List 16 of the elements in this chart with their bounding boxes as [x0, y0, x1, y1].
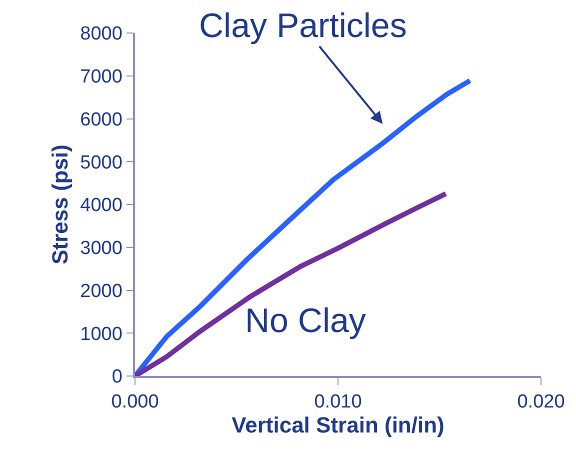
y-axis-title: Stress (psi) [47, 144, 72, 264]
y-tick-label: 6000 [80, 109, 122, 130]
y-tick-label: 4000 [80, 195, 122, 216]
x-axis-title: Vertical Strain (in/in) [232, 412, 444, 438]
y-tick-label: 7000 [80, 66, 122, 88]
x-tick-label: 0.010 [314, 392, 362, 413]
x-tick-label: 0.000 [111, 392, 159, 413]
annotation: Clay Particles [199, 7, 407, 45]
y-tick-label: 8000 [80, 24, 122, 45]
y-tick-label: 1000 [80, 324, 122, 345]
annotation: No Clay [245, 302, 366, 340]
y-tick-label: 2000 [80, 280, 122, 302]
y-tick-label: 0 [112, 366, 122, 388]
y-tick-label: 5000 [80, 152, 122, 174]
y-tick-label: 3000 [80, 238, 122, 260]
x-tick-label: 0.020 [517, 392, 565, 413]
